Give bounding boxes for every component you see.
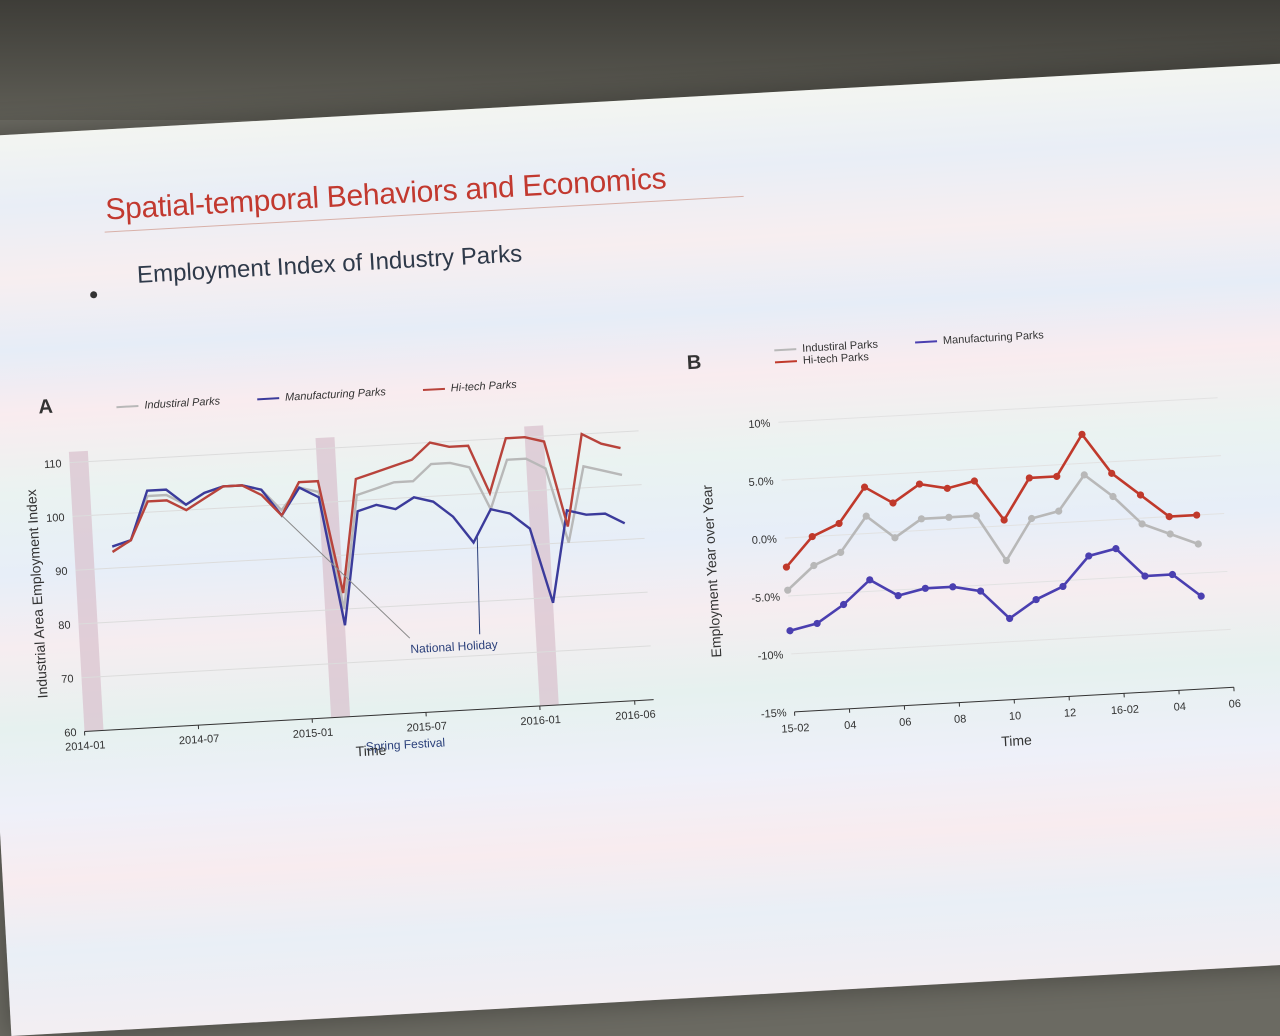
- y-tick-label: 10%: [748, 418, 771, 431]
- legend-swatch: [257, 397, 279, 400]
- x-tick-label: 08: [954, 713, 967, 726]
- annotation-pointer: [474, 537, 482, 634]
- x-tick-label: 2015-01: [293, 727, 334, 741]
- legend-swatch: [116, 405, 138, 408]
- series-point-0: [1166, 530, 1174, 538]
- series-point-2: [943, 485, 951, 493]
- x-axis-title: Time: [355, 742, 387, 760]
- panel-a-letter: A: [38, 396, 54, 420]
- legend-swatch: [775, 360, 797, 363]
- y-tick-label: -15%: [761, 707, 788, 720]
- y-tick-label: -10%: [757, 649, 784, 662]
- gridline: [78, 592, 647, 624]
- x-tick-label: 06: [899, 716, 912, 729]
- bullet-dot-icon: [90, 291, 97, 298]
- bullet-point: [89, 279, 124, 309]
- y-tick-label: 0.0%: [752, 534, 778, 547]
- x-tick-label: 16-02: [1111, 704, 1140, 718]
- legend-swatch: [774, 348, 796, 351]
- x-tick-label: 04: [844, 719, 857, 732]
- y-axis-title: Employment Year over Year: [699, 484, 725, 658]
- y-tick-label: 110: [44, 458, 62, 471]
- legend-item-manufacturing: Manufacturing Parks: [915, 329, 1044, 348]
- x-tick-label: 10: [1009, 710, 1022, 723]
- series-point-1: [922, 585, 930, 593]
- legend-item-hitech: Hi-tech Parks: [422, 379, 517, 396]
- y-tick-label: 90: [55, 566, 68, 579]
- gridline: [69, 431, 638, 463]
- x-tick-label: 04: [1173, 701, 1186, 714]
- x-axis-title: Time: [1001, 732, 1033, 750]
- legend-item-industrial: Industiral Parks: [116, 395, 220, 413]
- panel-a-chart: National Holiday Spring Festival 6070809…: [18, 399, 677, 794]
- legend-swatch: [423, 388, 445, 391]
- x-tick-label: 06: [1228, 698, 1241, 711]
- series-point-1: [786, 627, 794, 635]
- panel-b-legend: Industiral Parks Manufacturing Parks Hi-…: [774, 321, 1195, 368]
- panel-b-chart: 10% 5.0% 0.0% -5.0% -10% -15% 15-02 04 06 08 10 12 1…: [676, 357, 1256, 768]
- legend-label: Hi-tech Parks: [803, 351, 870, 367]
- series-line-2: [780, 428, 1198, 567]
- y-tick-label: 70: [61, 673, 74, 686]
- slide-title: Spatial-temporal Behaviors and Economics: [105, 162, 668, 227]
- gridline: [791, 629, 1230, 654]
- x-axis-line: [795, 687, 1234, 712]
- x-tick-label: 2015-07: [406, 720, 447, 734]
- x-tick-label: 12: [1064, 707, 1077, 720]
- legend-label: Manufacturing Parks: [285, 386, 386, 404]
- y-tick-label: 80: [58, 619, 71, 632]
- series-line-0: [782, 469, 1199, 590]
- legend-label: Manufacturing Parks: [943, 329, 1044, 347]
- y-tick-label: 100: [46, 512, 65, 525]
- gridline: [82, 646, 651, 678]
- x-axis-line: [85, 700, 654, 732]
- y-tick-label: 5.0%: [748, 476, 774, 489]
- y-tick-label: 60: [64, 727, 77, 740]
- legend-swatch: [915, 340, 937, 343]
- legend-label: Hi-tech Parks: [450, 379, 517, 395]
- slide-subtitle: Employment Index of Industry Parks: [136, 240, 522, 289]
- gridline: [778, 398, 1217, 423]
- x-tick-label: 2016-01: [520, 714, 561, 728]
- series-point-0: [945, 514, 953, 522]
- y-tick-label: -5.0%: [751, 591, 781, 605]
- series-line-1: [786, 544, 1201, 631]
- gridline: [782, 456, 1221, 481]
- shaded-period: [69, 451, 104, 732]
- panel-b-letter: B: [686, 351, 702, 375]
- series-point-0: [1194, 540, 1202, 548]
- legend-label: Industiral Parks: [144, 395, 220, 411]
- annotation-national-holiday: National Holiday: [410, 637, 498, 656]
- series-point-1: [949, 583, 957, 591]
- projected-slide: Spatial-temporal Behaviors and Economics…: [0, 63, 1280, 1036]
- x-tick-label: 2014-01: [65, 739, 106, 753]
- series-point-2: [1193, 511, 1201, 519]
- x-tick-label: 2016-06: [615, 709, 656, 723]
- x-tick-label: 2014-07: [179, 733, 220, 747]
- x-tick-label: 15-02: [781, 722, 810, 736]
- legend-item-manufacturing: Manufacturing Parks: [257, 386, 386, 405]
